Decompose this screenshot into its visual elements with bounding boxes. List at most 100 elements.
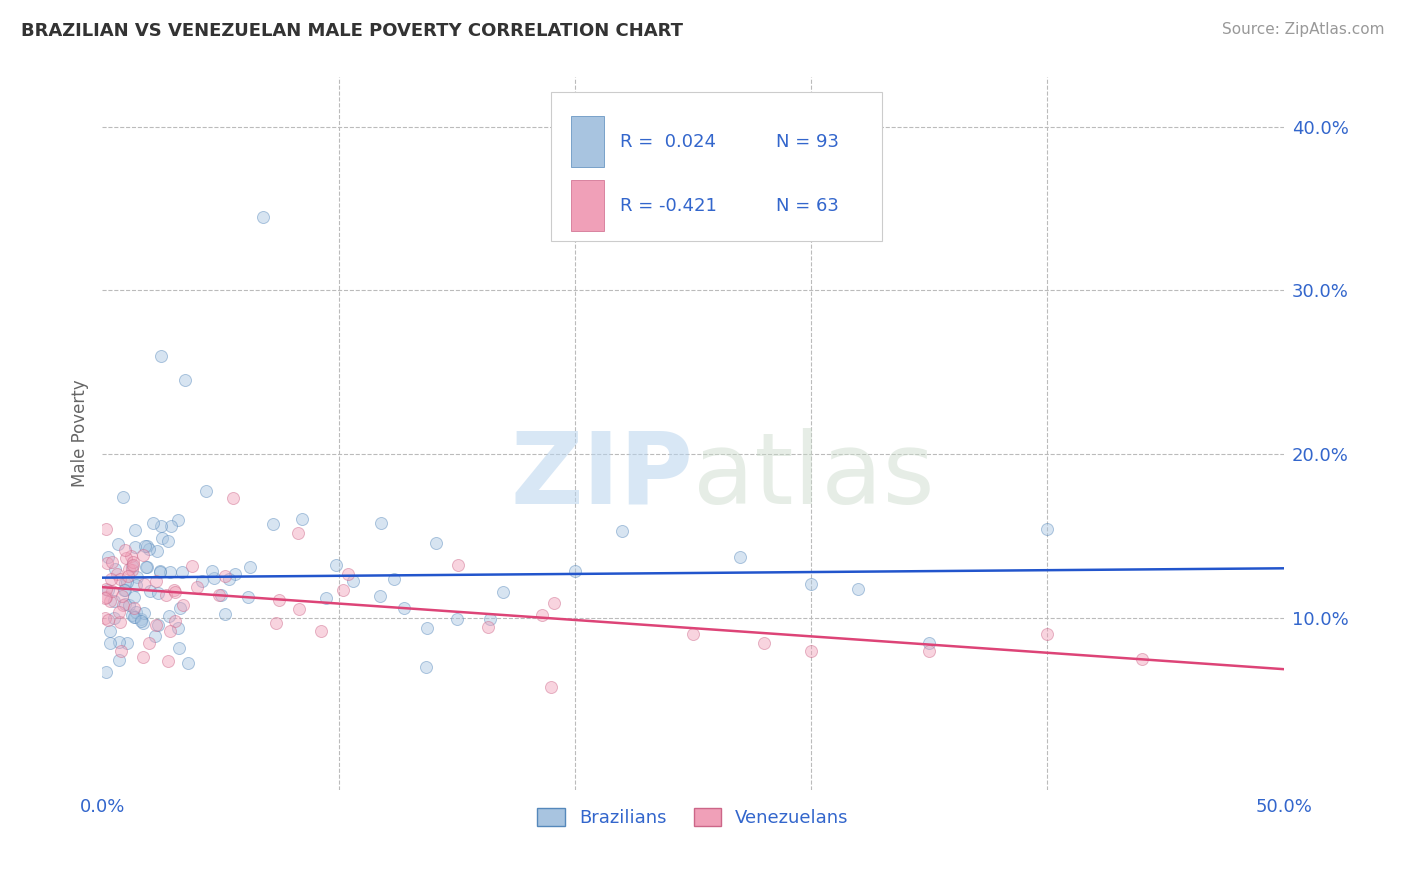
Point: [682, 627, 704, 641]
Point: [150, 519, 173, 533]
Text: R =  0.024: R = 0.024: [620, 133, 716, 151]
Point: [114, 543, 136, 558]
Point: [267, 593, 290, 607]
Point: [149, 564, 172, 578]
Point: [143, 629, 166, 643]
Point: [110, 643, 132, 657]
Point: [370, 516, 392, 530]
Point: [121, 558, 143, 573]
Point: [100, 572, 122, 586]
Point: [166, 513, 188, 527]
Point: [218, 572, 240, 586]
Point: [139, 584, 162, 599]
Point: [121, 607, 143, 622]
Point: [96, 556, 118, 570]
Point: [122, 558, 145, 573]
Text: R = -0.421: R = -0.421: [620, 196, 717, 215]
Point: [730, 549, 752, 564]
Point: [132, 577, 155, 591]
Point: [262, 516, 284, 531]
Point: [111, 490, 134, 504]
Point: [122, 610, 145, 624]
Point: [170, 566, 193, 580]
Point: [122, 555, 145, 569]
Point: [134, 539, 156, 553]
Point: [94, 522, 117, 536]
Point: [131, 616, 153, 631]
Point: [98, 624, 121, 638]
Point: [136, 539, 159, 553]
Point: [157, 608, 180, 623]
Point: [222, 491, 245, 505]
Point: [115, 550, 138, 565]
Point: [132, 606, 155, 620]
Point: [287, 526, 309, 541]
Point: [800, 643, 823, 657]
Point: [125, 605, 148, 619]
Point: [105, 566, 128, 581]
Legend: Brazilians, Venezuelans: Brazilians, Venezuelans: [530, 800, 856, 834]
Point: [163, 582, 186, 597]
Point: [94, 665, 117, 680]
Point: [124, 523, 146, 537]
Point: [264, 615, 287, 630]
Point: [135, 560, 157, 574]
Point: [394, 601, 416, 615]
Point: [114, 583, 136, 598]
Point: [124, 540, 146, 554]
Point: [120, 549, 142, 563]
Point: [118, 562, 141, 576]
Point: [150, 349, 173, 363]
Point: [98, 594, 121, 608]
Point: [103, 610, 125, 624]
Point: [138, 636, 160, 650]
Point: [174, 373, 197, 387]
Point: [382, 572, 405, 586]
Point: [155, 588, 177, 602]
Point: [165, 614, 187, 628]
Point: [214, 607, 236, 622]
Point: [172, 598, 194, 612]
Point: [287, 602, 309, 616]
Point: [145, 574, 167, 589]
Point: [159, 519, 181, 533]
Point: [447, 558, 470, 573]
Point: [169, 600, 191, 615]
Point: [115, 575, 138, 590]
Point: [125, 577, 148, 591]
Point: [186, 580, 208, 594]
Point: [252, 210, 274, 224]
Point: [107, 537, 129, 551]
Point: [111, 589, 134, 603]
Point: [117, 636, 139, 650]
Point: [425, 536, 447, 550]
Point: [148, 586, 170, 600]
Point: [156, 654, 179, 668]
Point: [142, 516, 165, 530]
Point: [132, 650, 155, 665]
Point: [131, 614, 153, 628]
Point: [138, 542, 160, 557]
Point: [97, 583, 120, 598]
Point: [336, 566, 359, 581]
Point: [176, 656, 198, 670]
Point: [543, 596, 565, 610]
Point: [477, 620, 499, 634]
Point: [209, 588, 232, 602]
Point: [309, 624, 332, 638]
Point: [848, 582, 870, 596]
Point: [332, 582, 354, 597]
Text: atlas: atlas: [693, 428, 935, 524]
Point: [163, 584, 186, 599]
Point: [918, 643, 941, 657]
Point: [97, 550, 120, 565]
Point: [540, 680, 562, 694]
Point: [114, 575, 136, 590]
Point: [159, 565, 181, 579]
Y-axis label: Male Poverty: Male Poverty: [72, 380, 89, 488]
Point: [416, 621, 439, 635]
FancyBboxPatch shape: [571, 180, 605, 231]
Point: [118, 598, 141, 612]
Point: [530, 607, 553, 622]
Point: [159, 624, 181, 639]
